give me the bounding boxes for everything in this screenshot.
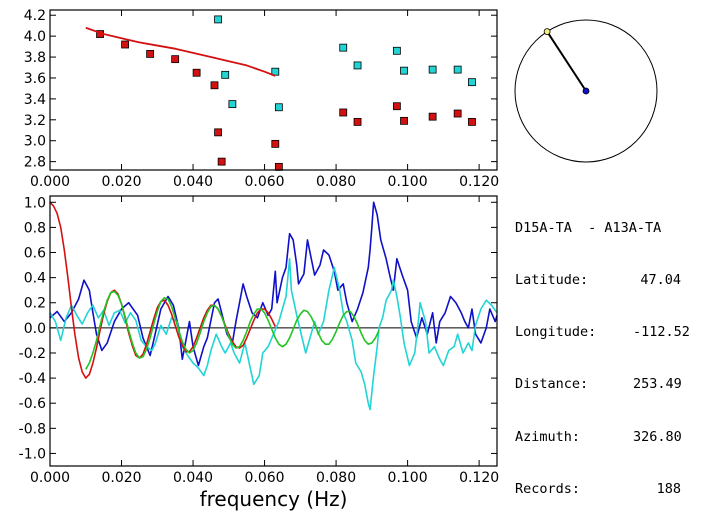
data-point — [214, 128, 222, 137]
x-tick-label: 0.120 — [459, 174, 499, 190]
dial-end-marker — [543, 28, 551, 35]
data-point — [274, 162, 283, 171]
azimuth-needle — [546, 31, 587, 92]
y-tick-label: 0.2 — [24, 296, 46, 312]
y-tick-label: -0.4 — [19, 371, 46, 387]
data-point — [392, 46, 401, 55]
x-tick-label: 0.100 — [388, 470, 428, 486]
data-point — [274, 103, 283, 112]
data-point — [171, 55, 180, 64]
data-point — [146, 50, 155, 58]
y-tick-label: -0.2 — [19, 346, 46, 362]
info-row-azimuth: Azimuth: 326.80 — [515, 428, 682, 446]
data-point — [392, 102, 401, 111]
y-tick-label: 1.0 — [24, 195, 46, 211]
y-tick-label: 4.0 — [24, 29, 46, 45]
x-tick-label: 0.000 — [30, 470, 70, 486]
y-tick-label: 3.4 — [24, 92, 46, 108]
y-tick-label: 3.6 — [24, 71, 46, 87]
info-label: Latitude: — [515, 272, 589, 289]
series-line — [49, 257, 498, 411]
info-value: 253.49 — [633, 376, 682, 393]
data-point — [217, 157, 226, 166]
data-point — [400, 66, 408, 75]
info-label: Azimuth: — [515, 428, 581, 445]
y-tick-label: 3.2 — [24, 113, 46, 129]
x-tick-label: 0.000 — [30, 174, 70, 190]
data-point — [353, 61, 362, 70]
x-tick-label: 0.060 — [245, 470, 285, 486]
data-point — [428, 65, 437, 74]
station-pair-title: D15A-TA - A13A-TA — [515, 219, 662, 236]
info-row-latitude: Latitude: 47.04 — [515, 272, 681, 289]
series-line — [85, 290, 380, 370]
data-point — [210, 81, 219, 90]
x-tick-label: 0.020 — [101, 174, 141, 190]
y-tick-label: 2.8 — [24, 155, 46, 171]
info-row-records: Records: 188 — [515, 481, 681, 498]
x-tick-label: 0.100 — [388, 174, 428, 190]
data-point — [214, 15, 222, 24]
plot-frame — [49, 9, 498, 171]
data-point — [339, 43, 348, 52]
azimuth-dial — [514, 19, 658, 163]
info-label: Longitude: — [515, 324, 597, 341]
y-tick-label: 3.0 — [24, 134, 46, 150]
data-point — [468, 78, 476, 87]
dial-circle — [514, 19, 658, 163]
data-point — [228, 100, 237, 109]
x-tick-label: 0.080 — [316, 174, 356, 190]
station-info: D15A-TA - A13A-TA Latitude: 47.04 Longitu… — [515, 185, 690, 516]
x-tick-label: 0.120 — [459, 470, 499, 486]
data-point — [221, 70, 230, 79]
x-tick-label: 0.080 — [316, 470, 356, 486]
x-tick-label: 0.040 — [173, 174, 213, 190]
x-axis-label: frequency (Hz) — [200, 487, 348, 511]
info-value: 188 — [656, 480, 681, 497]
dispersion-panel: 0.000 0.020 0.040 0.060 0.080 0.100 0.120 2.8 3.… — [24, 8, 499, 190]
y-tick-label: -0.8 — [19, 421, 46, 437]
info-label: Records: — [515, 480, 581, 497]
plot-frame — [49, 195, 498, 467]
info-row-distance: Distance: 253.49 — [515, 376, 682, 393]
data-point — [400, 116, 408, 125]
y-tick-label: 0.4 — [24, 271, 46, 287]
data-point — [428, 112, 437, 121]
data-point — [453, 109, 462, 118]
info-value: 326.80 — [633, 428, 682, 445]
y-tick-label: 0.8 — [24, 220, 46, 236]
data-point — [468, 117, 476, 126]
data-point — [453, 65, 462, 74]
x-tick-label: 0.060 — [245, 174, 285, 190]
info-value: 47.04 — [640, 272, 681, 289]
y-tick-label: 4.2 — [24, 8, 46, 24]
data-point — [353, 117, 362, 126]
info-value: -112.52 — [633, 324, 690, 341]
y-tick-label: 3.8 — [24, 50, 46, 66]
x-tick-label: 0.040 — [173, 470, 213, 486]
data-point — [192, 68, 201, 77]
data-point — [271, 139, 280, 148]
y-tick-label: -0.6 — [19, 396, 46, 412]
series-line — [49, 201, 498, 367]
info-label: Distance: — [515, 376, 589, 393]
x-tick-label: 0.020 — [101, 470, 141, 486]
dial-center-dot — [582, 87, 590, 95]
y-tick-label: 0.6 — [24, 246, 46, 262]
data-point — [121, 40, 129, 49]
correlation-panel: 0.000 0.020 0.040 0.060 0.080 0.100 0.120 -1.0 -… — [19, 195, 499, 511]
data-point — [339, 108, 348, 117]
info-row-longitude: Longitude: -112.52 — [515, 324, 690, 341]
y-tick-label: 0.0 — [24, 321, 46, 337]
y-tick-label: -1.0 — [19, 446, 46, 462]
series-line — [85, 26, 276, 77]
